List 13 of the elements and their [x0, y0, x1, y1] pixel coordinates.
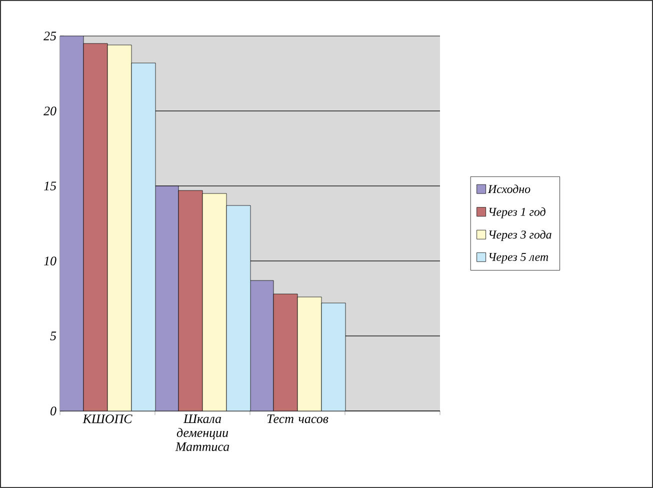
x-tick-label: Шкала деменции Маттиса — [175, 414, 230, 452]
legend-label: Через 5 лет — [489, 252, 548, 264]
y-tick-label: 10 — [44, 256, 56, 266]
x-tick-label: Тест часов — [267, 414, 328, 424]
y-tick-label: 25 — [44, 32, 56, 40]
legend-label: Исходно — [488, 184, 530, 194]
y-tick-label: 5 — [50, 332, 56, 340]
y-tick-label: 20 — [44, 106, 56, 116]
y-tick-label: 15 — [44, 182, 56, 190]
legend-label: Через 3 года — [489, 230, 552, 242]
x-tick-label: КШОПС — [82, 414, 132, 424]
legend-label: Через 1 год — [489, 207, 546, 218]
y-tick-label: 0 — [50, 406, 56, 416]
